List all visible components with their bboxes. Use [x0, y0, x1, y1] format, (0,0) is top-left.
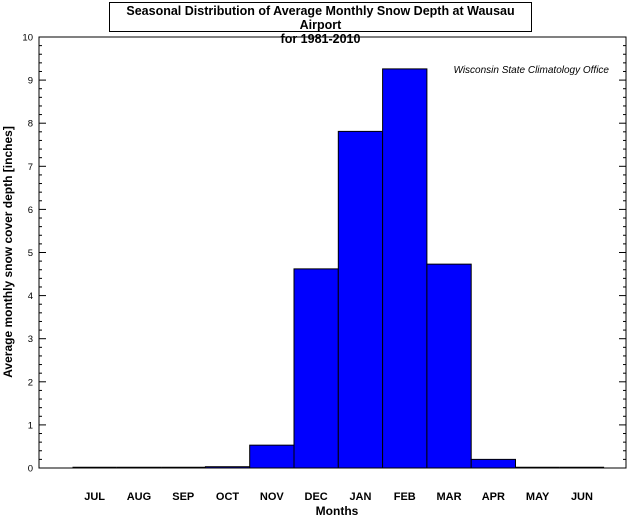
x-tick-label-aug: AUG — [127, 491, 151, 503]
y-tick-label: 7 — [28, 162, 33, 173]
bar-feb — [382, 68, 428, 469]
x-tick-label-mar: MAR — [437, 491, 462, 503]
y-tick-label: 4 — [28, 291, 33, 302]
bars — [72, 68, 605, 469]
x-tick-label-dec: DEC — [305, 491, 328, 503]
chart-title: Seasonal Distribution of Average Monthly… — [126, 4, 515, 32]
y-tick-labels: 0 1 2 3 4 5 6 7 8 9 10 — [22, 33, 33, 475]
y-tick-label: 10 — [22, 33, 33, 44]
bar-oct — [204, 466, 251, 469]
y-tick-label: 9 — [28, 76, 33, 87]
annotation-text: Wisconsin State Climatology Office — [453, 65, 609, 76]
y-tick-label: 1 — [28, 420, 33, 431]
x-tick-label-sep: SEP — [172, 491, 194, 503]
bar-mar — [426, 263, 472, 469]
chart-title-box: Seasonal Distribution of Average Monthly… — [109, 2, 532, 46]
y-tick-label: 6 — [28, 205, 33, 216]
x-tick-labels: JUL AUG SEP OCT NOV DEC JAN FEB MAR APR MAY JUN — [84, 491, 593, 503]
x-axis-label: Months — [316, 504, 359, 518]
x-tick-label-jul: JUL — [84, 491, 105, 503]
left-axis-ticks — [39, 36, 46, 469]
chart-subtitle: for 1981-2010 — [280, 32, 361, 46]
y-axis-label: Average monthly snow cover depth [inches… — [1, 126, 15, 378]
x-tick-label-jan: JAN — [349, 491, 371, 503]
bar-nov — [249, 444, 295, 469]
y-tick-label: 3 — [28, 334, 33, 345]
y-tick-label: 8 — [28, 119, 33, 130]
bar-dec — [293, 268, 339, 469]
y-tick-label: 5 — [28, 248, 33, 259]
y-tick-label: 0 — [28, 464, 33, 475]
x-tick-label-apr: APR — [482, 491, 505, 503]
bar-apr — [470, 458, 517, 469]
right-axis-ticks — [619, 36, 626, 469]
x-tick-label-may: MAY — [526, 491, 550, 503]
x-tick-label-jun: JUN — [571, 491, 593, 503]
x-tick-label-oct: OCT — [216, 491, 240, 503]
y-tick-label: 2 — [28, 377, 33, 388]
x-tick-label-nov: NOV — [260, 491, 285, 503]
bar-jan — [337, 130, 384, 469]
x-tick-label-feb: FEB — [394, 491, 416, 503]
